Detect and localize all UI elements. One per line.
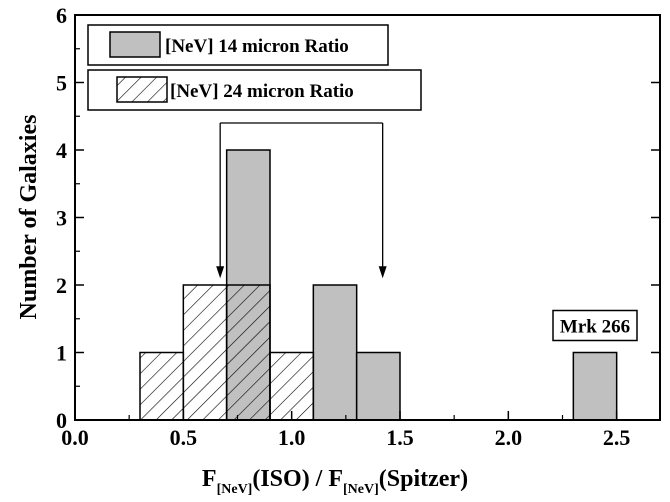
legend: [NeV] 14 micron Ratio [NeV] 24 micron Ra… [88, 25, 421, 110]
y-tick-label-3: 3 [56, 206, 67, 231]
x-tick-label-3: 1.5 [386, 425, 414, 450]
legend-label-14-micron: [NeV] 14 micron Ratio [165, 36, 349, 57]
bars-24-micron [140, 285, 313, 420]
x-tick-label-5: 2.5 [603, 425, 631, 450]
bar-24-micron-3 [270, 353, 313, 421]
y-tick-label-5: 5 [56, 71, 67, 96]
bar-24-micron-2 [227, 285, 270, 420]
mean-arrow-head-1 [379, 266, 387, 278]
y-tick-label-0: 0 [56, 408, 67, 433]
y-tick-label-2: 2 [56, 273, 67, 298]
x-axis-label-part-1: [NeV] [217, 482, 253, 497]
x-axis-label-part-0: F [202, 466, 217, 492]
y-tick-label-6: 6 [56, 3, 67, 28]
bar-14-micron-1 [313, 285, 356, 420]
legend-swatch-14-micron [110, 32, 160, 57]
y-tick-label-4: 4 [56, 138, 67, 163]
y-tick-label-1: 1 [56, 341, 67, 366]
y-axis-label: Number of Galaxies [16, 115, 42, 320]
bar-24-micron-0 [140, 353, 183, 421]
x-tick-label-1: 0.5 [170, 425, 198, 450]
x-axis-label-part-4: (Spitzer) [379, 466, 468, 492]
mean-arrow-head-0 [216, 266, 224, 278]
annotations: Mrk 266 [553, 311, 637, 341]
bar-14-micron-2 [357, 353, 400, 421]
legend-label-24-micron: [NeV] 24 micron Ratio [170, 81, 354, 102]
x-axis-label-part-2: (ISO) / F [252, 466, 343, 492]
x-axis-label: F[NeV](ISO) / F[NeV](Spitzer) [202, 466, 468, 497]
annotation-label-0: Mrk 266 [560, 317, 630, 338]
x-tick-label-2: 1.0 [278, 425, 306, 450]
x-tick-label-4: 2.0 [495, 425, 523, 450]
legend-item-24-micron: [NeV] 24 micron Ratio [88, 70, 421, 110]
bar-14-micron-3 [573, 353, 616, 421]
legend-swatch-24-micron [117, 77, 167, 102]
x-axis-label-part-3: [NeV] [343, 482, 379, 497]
legend-item-14-micron: [NeV] 14 micron Ratio [88, 25, 388, 65]
bar-24-micron-1 [183, 285, 226, 420]
